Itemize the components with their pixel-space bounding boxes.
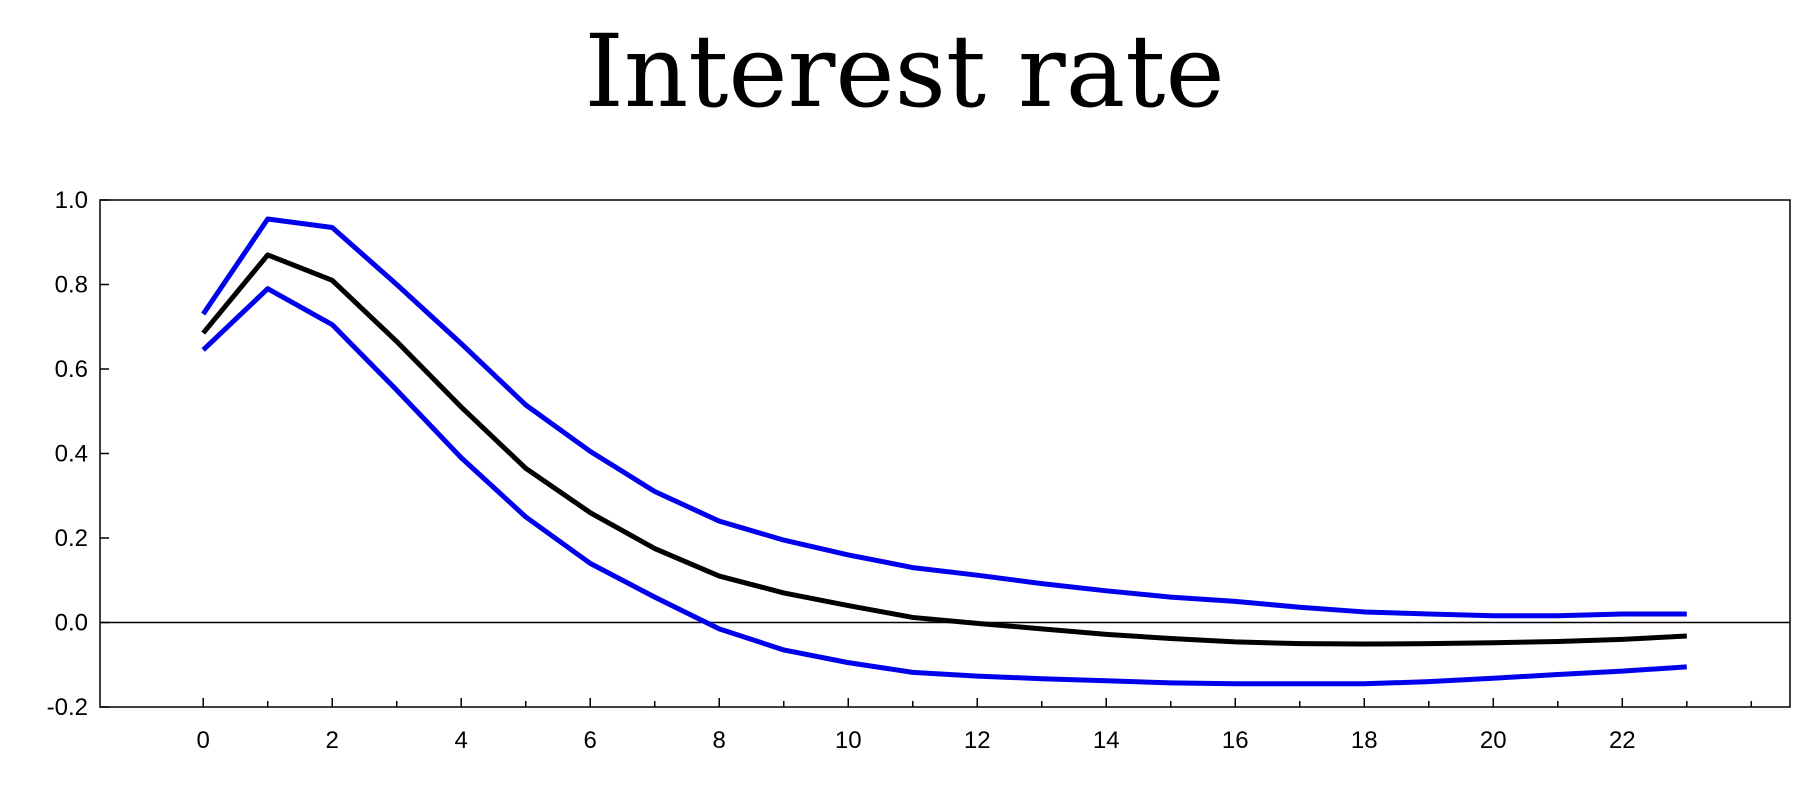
y-tick-label: 0.6 <box>55 356 88 383</box>
y-tick-label: 1.0 <box>55 187 88 214</box>
y-tick-label: 0.8 <box>55 272 88 299</box>
series-group <box>201 216 1687 687</box>
y-tick-label: -0.2 <box>47 694 88 721</box>
x-axis: 0 2 4 6 8 10 12 14 16 18 20 22 <box>197 698 1753 754</box>
y-tick-label: 0.2 <box>55 525 88 552</box>
series-line-1 <box>201 216 1687 619</box>
x-tick-label: 10 <box>835 727 862 754</box>
y-tick-label: 0.0 <box>55 610 88 637</box>
x-tick-label: 8 <box>713 727 726 754</box>
x-tick-label: 16 <box>1222 727 1249 754</box>
x-tick-label: 18 <box>1351 727 1378 754</box>
y-tick-label: 0.4 <box>55 441 88 468</box>
x-tick-label: 12 <box>964 727 991 754</box>
series-line-3 <box>201 286 1687 687</box>
x-tick-label: 22 <box>1609 727 1636 754</box>
x-tick-label: 6 <box>584 727 597 754</box>
x-tick-label: 14 <box>1093 727 1120 754</box>
x-tick-label: 4 <box>455 727 468 754</box>
series-line-2 <box>201 252 1687 647</box>
chart-title: Interest rate <box>584 13 1225 130</box>
x-tick-label: 0 <box>197 727 210 754</box>
plot-frame <box>99 199 1791 708</box>
x-tick-label: 20 <box>1480 727 1507 754</box>
x-tick-label: 2 <box>326 727 339 754</box>
y-axis: 1.0 0.8 0.6 0.4 0.2 0.0 -0.2 <box>47 187 109 721</box>
